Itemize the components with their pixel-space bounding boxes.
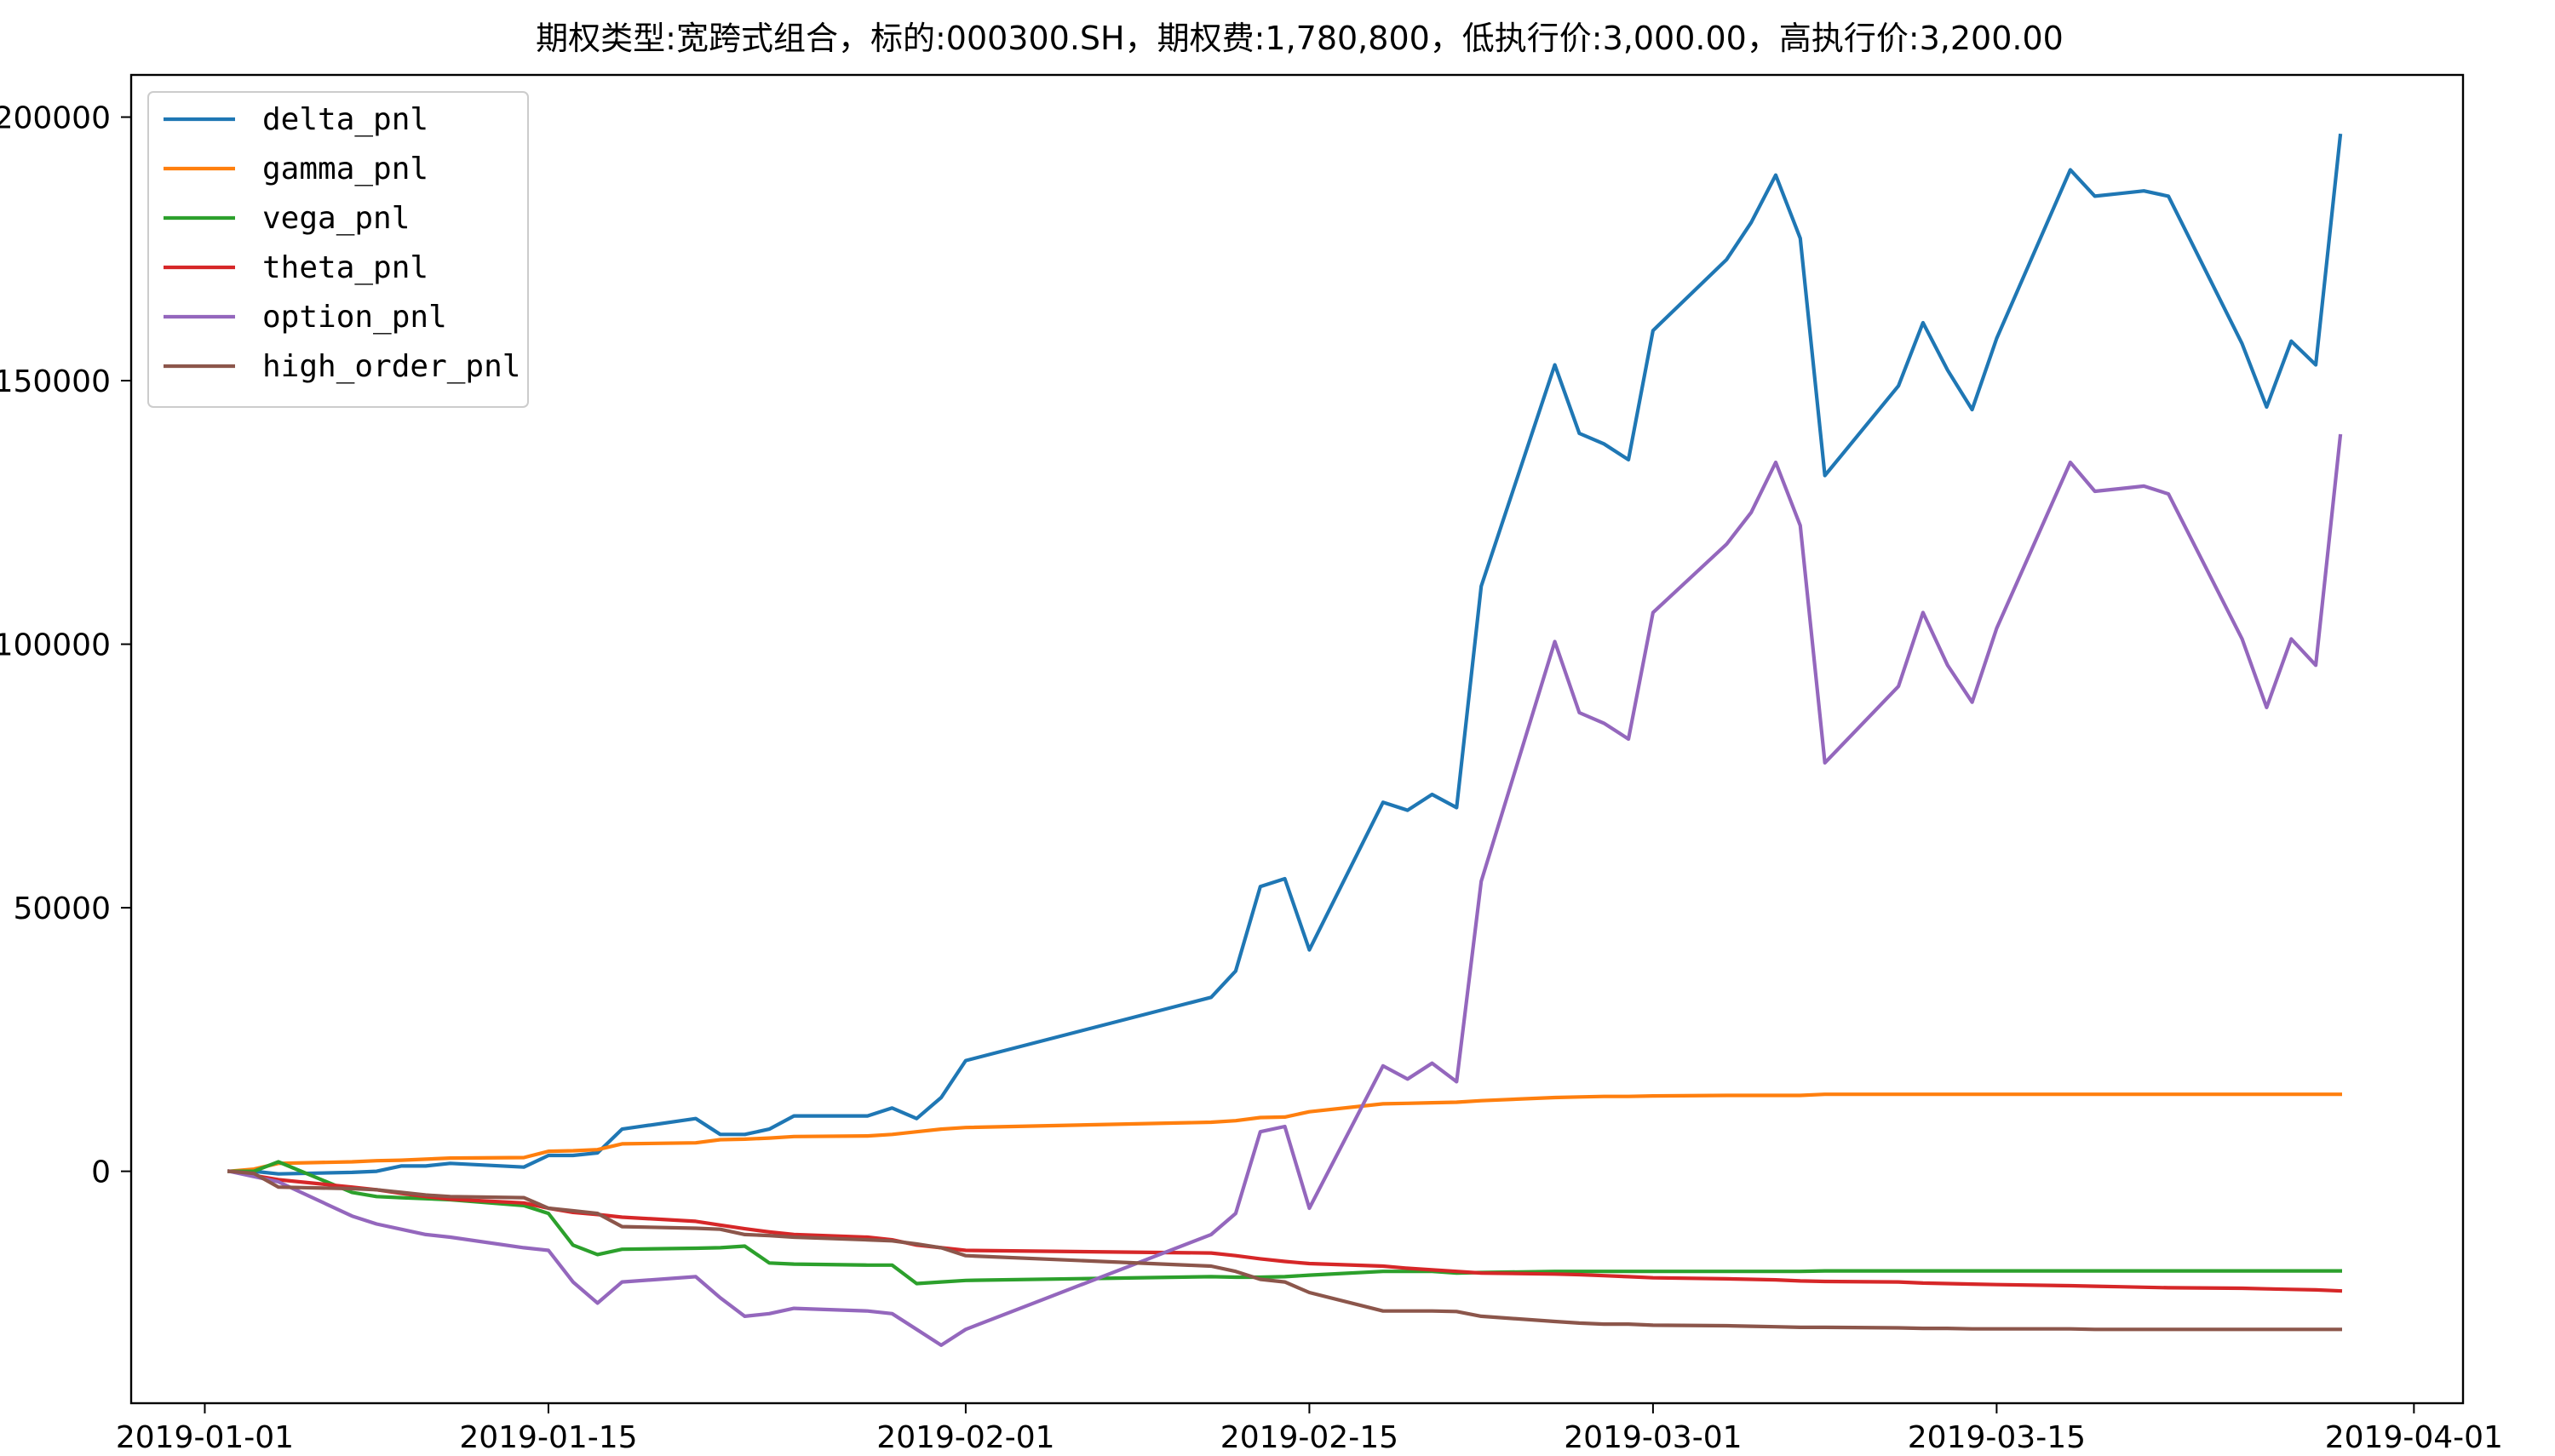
legend-entry-high-order-pnl: high_order_pnl <box>164 349 520 384</box>
legend-label: gamma_pnl <box>262 152 428 186</box>
x-tick-label: 2019-02-01 <box>876 1420 1054 1455</box>
legend-entry-vega-pnl: vega_pnl <box>164 201 410 236</box>
y-tick-label: 200000 <box>0 101 111 136</box>
series-line-gamma-pnl <box>227 1092 2342 1173</box>
series-line-option-pnl <box>227 433 2343 1348</box>
legend-label: high_order_pnl <box>262 349 520 384</box>
legend-label: vega_pnl <box>262 201 410 236</box>
x-tick-label: 2019-01-01 <box>116 1420 294 1455</box>
y-tick-label: 100000 <box>0 628 111 663</box>
y-tick-label: 0 <box>91 1155 111 1190</box>
legend-entry-gamma-pnl: gamma_pnl <box>164 152 428 186</box>
series-line-vega-pnl <box>227 1160 2342 1286</box>
legend-label: theta_pnl <box>262 250 428 285</box>
legend: delta_pnl gamma_pnl vega_pnl theta_pnloptio… <box>147 91 529 408</box>
x-axis: 2019-01-01 2019-01-15 2019-02-01 2019-02-15… <box>116 1403 2503 1455</box>
series-line-high-order-pnl <box>227 1169 2342 1332</box>
legend-entry-delta-pnl: delta_pnl <box>164 102 428 137</box>
x-tick-label: 2019-03-01 <box>1564 1420 1742 1455</box>
legend-label: option_pnl <box>262 300 447 335</box>
y-tick-label: 150000 <box>0 364 111 399</box>
y-tick-label: 50000 <box>13 891 111 926</box>
x-tick-label: 2019-01-15 <box>459 1420 637 1455</box>
legend-entry-option-pnl: option_pnl <box>164 300 447 335</box>
legend-label: delta_pnl <box>262 102 428 137</box>
y-axis: 0 50000 100000 150000 200000 <box>0 101 131 1190</box>
x-tick-label: 2019-04-01 <box>2325 1420 2503 1455</box>
plot-area <box>227 133 2343 1348</box>
x-tick-label: 2019-02-15 <box>1220 1420 1398 1455</box>
legend-entry-theta-pnl: theta_pnl <box>164 250 428 285</box>
series-line-delta-pnl <box>227 133 2343 1176</box>
legend-box <box>147 91 529 408</box>
plot-frame <box>129 73 2465 1405</box>
chart-title: 期权类型:宽跨式组合，标的:000300.SH，期权费:1,780,800，低执… <box>536 20 2064 57</box>
x-tick-label: 2019-03-15 <box>1908 1420 2086 1455</box>
